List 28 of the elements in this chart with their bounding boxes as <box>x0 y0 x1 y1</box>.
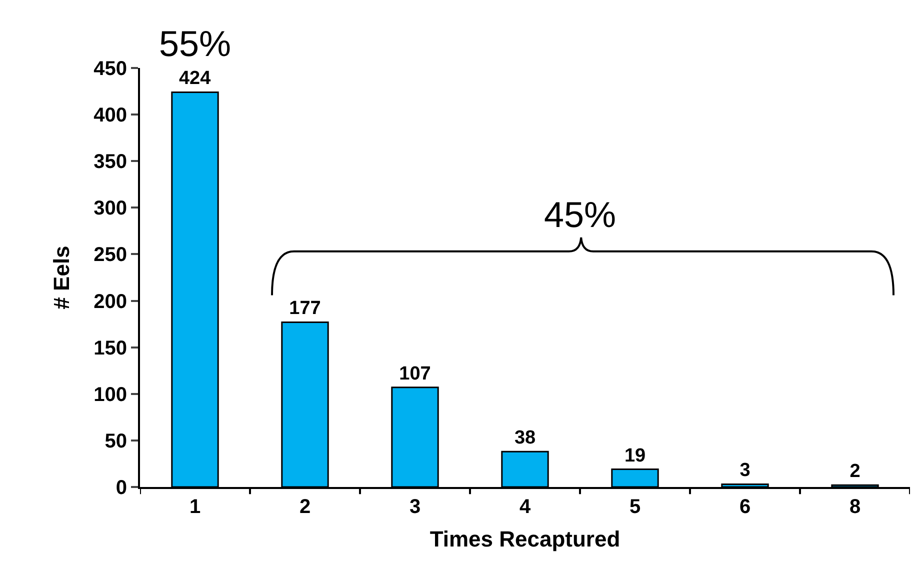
y-tick-label: 0 <box>116 477 127 499</box>
data-label: 107 <box>399 363 431 384</box>
x-tick-label: 6 <box>739 496 751 518</box>
data-label: 3 <box>740 460 750 482</box>
data-label: 38 <box>514 428 536 449</box>
data-label: 424 <box>178 68 212 90</box>
x-tick-label: 4 <box>519 496 532 518</box>
data-label: 2 <box>850 461 860 482</box>
data-label: 177 <box>289 298 321 320</box>
y-axis-title: # Eels <box>48 246 74 310</box>
y-tick-label: 250 <box>94 244 127 266</box>
y-tick-label: 350 <box>94 151 127 174</box>
y-tick-label: 200 <box>94 290 127 313</box>
text: 55% <box>159 23 232 64</box>
y-tick-label: 150 <box>94 337 127 360</box>
y-tick-label: 300 <box>94 198 127 220</box>
y-tick-label: 400 <box>94 104 127 127</box>
y-tick-label: 50 <box>104 430 127 452</box>
x-tick-label: 3 <box>409 496 421 518</box>
x-tick-label: 8 <box>849 496 861 518</box>
x-tick-label: 1 <box>189 496 201 518</box>
x-tick-label: 5 <box>629 496 641 518</box>
y-tick-label: 450 <box>94 58 127 80</box>
data-label: 19 <box>624 445 646 466</box>
x-tick-label: 2 <box>299 496 311 518</box>
x-axis-title: Times Recaptured <box>430 526 620 552</box>
annotation: 45% <box>544 194 616 235</box>
y-tick-label: 100 <box>94 384 127 406</box>
